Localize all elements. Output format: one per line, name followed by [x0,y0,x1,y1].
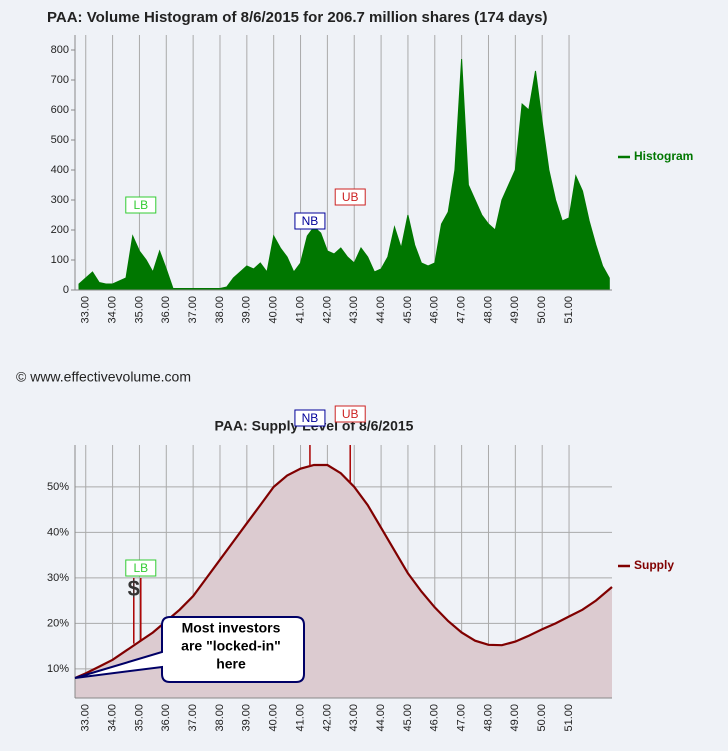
marker-label: NB [302,214,319,228]
y-tick-label: 50% [47,481,69,493]
x-tick-label: 34.00 [106,704,118,732]
x-tick-label: 50.00 [536,704,548,732]
x-tick-label: 45.00 [402,704,414,732]
x-tick-label: 42.00 [321,704,333,732]
x-tick-label: 38.00 [214,296,226,324]
x-tick-label: 41.00 [294,296,306,324]
y-tick-label: 500 [51,134,69,146]
histogram-area [78,58,610,291]
y-tick-label: 700 [51,74,69,86]
x-tick-label: 46.00 [429,296,441,324]
y-tick-label: 30% [47,572,69,584]
x-tick-label: 41.00 [294,704,306,732]
callout-text: are "locked-in" [181,638,281,654]
y-tick-label: 0 [63,284,69,296]
x-tick-label: 35.00 [133,296,145,324]
marker-box [294,409,326,427]
x-tick-label: 47.00 [456,296,468,324]
x-tick-label: 42.00 [321,296,333,324]
marker-label: LB [133,561,148,575]
x-tick-label: 51.00 [563,704,575,732]
y-tick-label: 400 [51,164,69,176]
x-tick-label: 43.00 [348,704,360,732]
x-tick-label: 47.00 [456,704,468,732]
y-tick-label: 40% [47,526,69,538]
x-tick-label: 50.00 [536,296,548,324]
y-tick-label: 800 [51,44,69,56]
x-tick-label: 35.00 [133,704,145,732]
callout-box [74,616,305,683]
marker-box [334,188,366,206]
y-tick-label: 10% [47,663,69,675]
x-tick-label: 33.00 [80,296,92,324]
x-tick-label: 49.00 [509,704,521,732]
copyright: © www.effectivevolume.com [16,369,191,385]
legend-label: Histogram [634,149,693,163]
marker-box [125,559,157,577]
x-tick-label: 44.00 [375,296,387,324]
chart-title: PAA: Volume Histogram of 8/6/2015 for 20… [47,9,547,26]
x-tick-label: 36.00 [160,704,172,732]
marker-label: NB [302,411,319,425]
x-tick-label: 48.00 [482,296,494,324]
x-tick-label: 36.00 [160,296,172,324]
marker-label: LB [133,198,148,212]
x-tick-label: 39.00 [241,296,253,324]
x-tick-label: 46.00 [429,704,441,732]
marker-label: UB [342,190,359,204]
x-tick-label: 34.00 [106,296,118,324]
y-tick-label: 600 [51,104,69,116]
marker-box [125,196,157,214]
dollar-sign: $ [128,576,140,601]
x-tick-label: 37.00 [187,704,199,732]
x-tick-label: 33.00 [80,704,92,732]
x-tick-label: 45.00 [402,296,414,324]
callout-text: here [216,656,246,672]
marker-label: UB [342,407,359,421]
x-tick-label: 48.00 [482,704,494,732]
x-tick-label: 39.00 [241,704,253,732]
x-tick-label: 49.00 [509,296,521,324]
y-tick-label: 100 [51,254,69,266]
y-tick-label: 300 [51,194,69,206]
marker-box [334,405,366,423]
y-tick-label: 200 [51,224,69,236]
x-tick-label: 40.00 [268,704,280,732]
x-tick-label: 51.00 [563,296,575,324]
x-tick-label: 38.00 [214,704,226,732]
x-tick-label: 43.00 [348,296,360,324]
legend-label: Supply [634,558,674,572]
x-tick-label: 37.00 [187,296,199,324]
x-tick-label: 44.00 [375,704,387,732]
callout-text: Most investors [182,620,281,636]
marker-box [294,212,326,230]
x-tick-label: 40.00 [268,296,280,324]
y-tick-label: 20% [47,617,69,629]
